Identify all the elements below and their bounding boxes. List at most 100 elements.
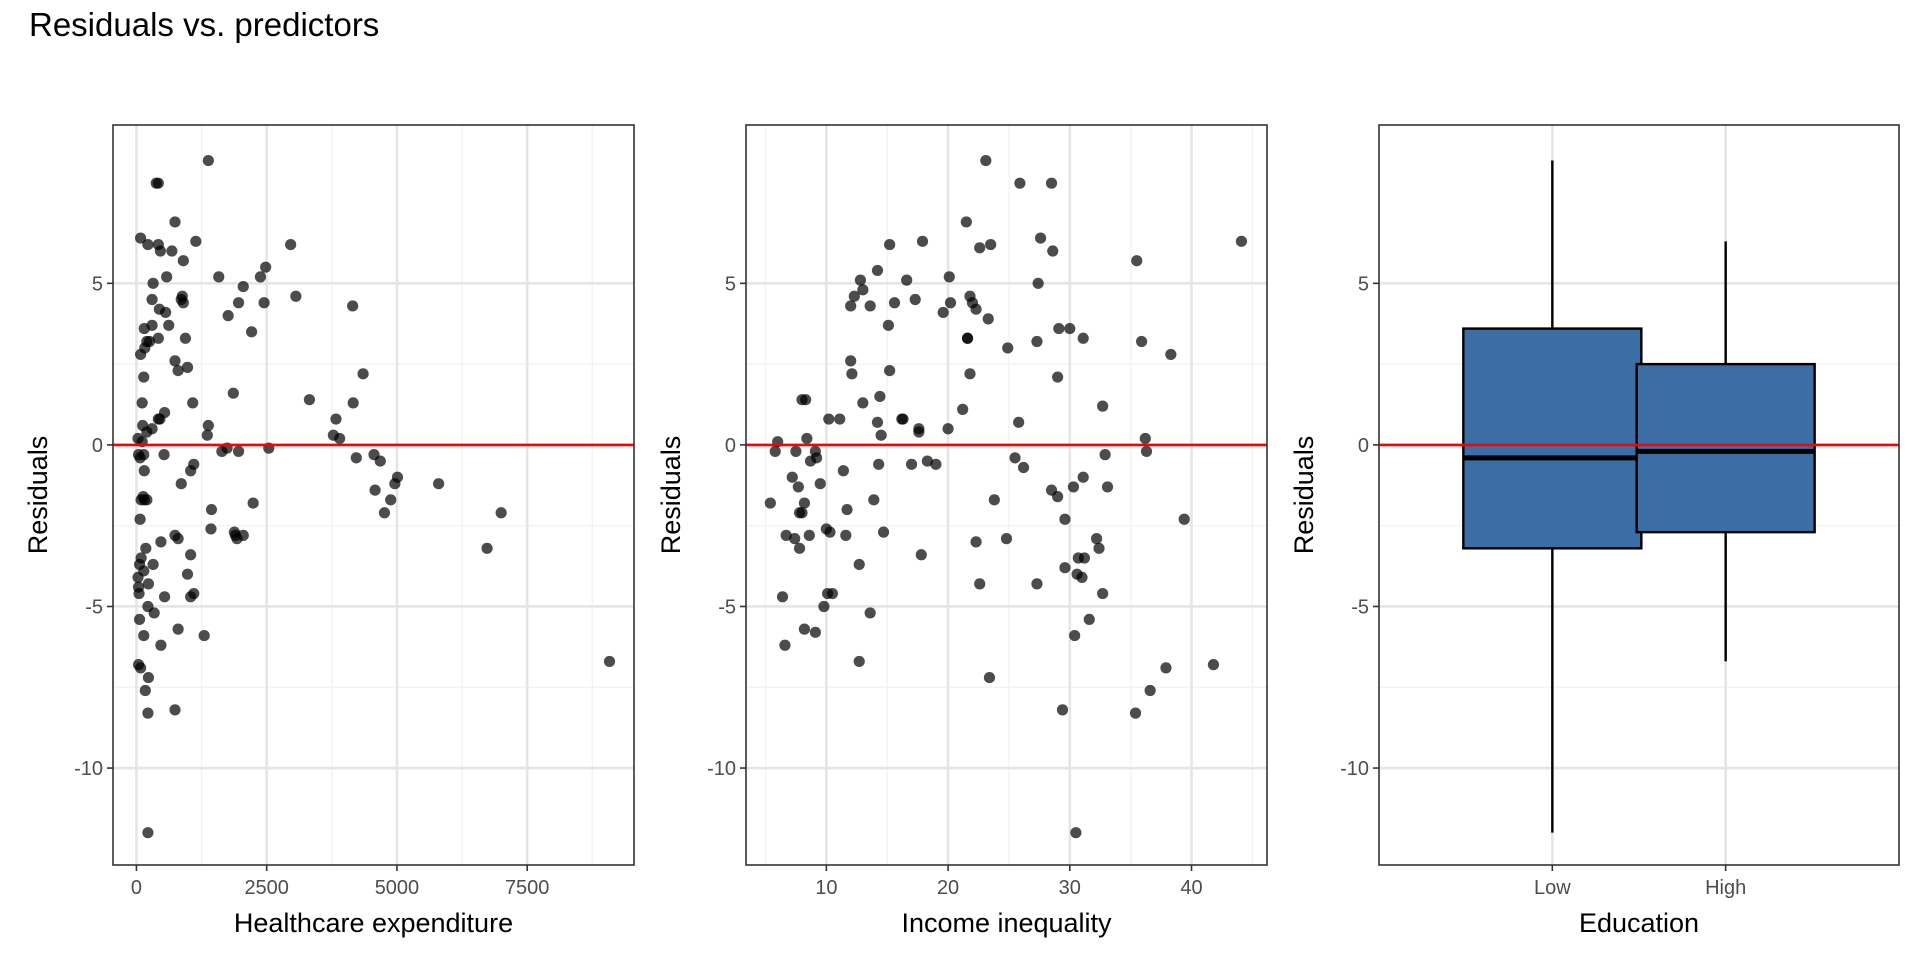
education-x-axis-title: Education <box>1579 908 1699 938</box>
healthcare-data-point <box>330 413 342 425</box>
inequality-data-point <box>1139 432 1151 445</box>
healthcare-data-point <box>185 549 197 561</box>
healthcare-data-point <box>141 426 153 438</box>
inequality-data-point <box>1014 177 1026 189</box>
inequality-data-point <box>823 413 835 425</box>
healthcare-data-point <box>135 662 147 674</box>
inequality-data-point <box>809 626 821 638</box>
education-y-tick-label: 5 <box>1358 273 1369 295</box>
healthcare-panel-border <box>112 124 635 866</box>
healthcare-data-point <box>187 397 199 409</box>
healthcare-data-point <box>154 245 167 257</box>
healthcare-data-point <box>303 394 316 406</box>
inequality-data-point <box>1099 449 1111 461</box>
figure-title: Residuals vs. predictors <box>29 6 380 43</box>
inequality-x-axis-title: Income inequality <box>901 908 1112 938</box>
healthcare-data-point <box>135 348 147 361</box>
inequality-data-point <box>915 549 927 561</box>
healthcare-data-point <box>495 507 507 519</box>
inequality-data-point <box>845 355 857 367</box>
education-x-tick-label: High <box>1705 877 1746 899</box>
inequality-data-point <box>848 290 860 302</box>
healthcare-data-point <box>152 177 164 189</box>
healthcare-data-point <box>135 232 147 244</box>
inequality-x-tick-label: 10 <box>815 877 837 899</box>
education-box-high <box>1635 362 1816 534</box>
inequality-data-point <box>786 471 798 483</box>
inequality-data-point <box>796 394 808 406</box>
inequality-data-point <box>793 542 806 554</box>
healthcare-data-point <box>152 413 164 425</box>
healthcare-y-tick-label: 0 <box>92 435 103 457</box>
healthcare-data-point <box>142 671 155 684</box>
inequality-data-point <box>871 264 884 277</box>
inequality-data-point <box>790 445 802 457</box>
inequality-data-point <box>1129 707 1142 719</box>
inequality-data-point <box>957 403 969 415</box>
inequality-data-point <box>1078 552 1091 564</box>
inequality-data-point <box>1031 335 1043 348</box>
healthcare-data-point <box>254 271 267 283</box>
inequality-data-point <box>1067 481 1080 493</box>
inequality-data-point <box>1083 613 1095 626</box>
inequality-data-point <box>916 235 929 247</box>
inequality-data-point <box>1047 245 1059 257</box>
inequality-data-point <box>793 507 806 519</box>
healthcare-data-point <box>179 332 192 344</box>
inequality-data-point <box>764 497 776 509</box>
inequality-data-point <box>779 639 791 651</box>
healthcare-x-axis-title: Healthcare expenditure <box>234 908 513 938</box>
inequality-y-tick-label: -10 <box>707 758 736 780</box>
inequality-data-point <box>792 481 804 493</box>
healthcare-data-point <box>161 271 173 283</box>
healthcare-data-point <box>132 571 144 584</box>
healthcare-data-point <box>142 578 155 590</box>
healthcare-x-tick-label: 7500 <box>505 877 550 899</box>
education-x-tick-label: Low <box>1534 877 1571 899</box>
inequality-data-point <box>944 297 957 309</box>
inequality-x-tick-label: 30 <box>1059 877 1081 899</box>
healthcare-data-point <box>347 397 359 409</box>
healthcare-data-point <box>260 261 272 273</box>
education-panel: -10 -5 0 5 Low High Education Residuals <box>1289 124 1900 938</box>
inequality-data-point <box>1097 587 1109 600</box>
inequality-data-point <box>853 558 865 571</box>
inequality-data-point <box>1144 684 1156 697</box>
healthcare-data-point <box>152 332 164 344</box>
inequality-data-point <box>982 313 994 325</box>
inequality-data-point <box>789 533 801 545</box>
inequality-data-point <box>864 607 876 619</box>
inequality-data-point <box>845 300 857 312</box>
healthcare-data-point <box>136 397 148 409</box>
inequality-data-point <box>943 271 955 283</box>
inequality-data-point <box>937 306 949 319</box>
healthcare-data-point <box>138 629 150 642</box>
inequality-data-point <box>1090 533 1103 545</box>
healthcare-data-point <box>132 432 144 445</box>
healthcare-data-point <box>198 629 210 642</box>
healthcare-data-point <box>142 827 154 839</box>
healthcare-data-point <box>138 371 150 383</box>
education-y-tick-label: 0 <box>1358 435 1369 457</box>
inequality-data-point <box>913 426 925 438</box>
inequality-data-point <box>826 587 839 600</box>
healthcare-data-point <box>245 326 258 338</box>
inequality-y-tick-label: 0 <box>725 435 736 457</box>
healthcare-data-point <box>172 533 184 545</box>
inequality-data-point <box>1064 322 1076 335</box>
inequality-data-point <box>1165 348 1177 361</box>
inequality-data-point <box>780 529 792 541</box>
inequality-data-point <box>960 216 972 228</box>
inequality-data-point <box>841 503 853 516</box>
healthcare-data-point <box>166 245 178 257</box>
inequality-data-point <box>846 368 858 380</box>
inequality-data-point <box>837 465 849 477</box>
healthcare-data-point <box>147 277 159 289</box>
healthcare-data-point <box>135 494 147 506</box>
healthcare-x-tick-label: 5000 <box>375 877 420 899</box>
healthcare-data-point <box>172 623 184 635</box>
healthcare-data-point <box>433 478 445 490</box>
healthcare-data-point <box>146 293 158 306</box>
inequality-data-point <box>834 413 846 425</box>
